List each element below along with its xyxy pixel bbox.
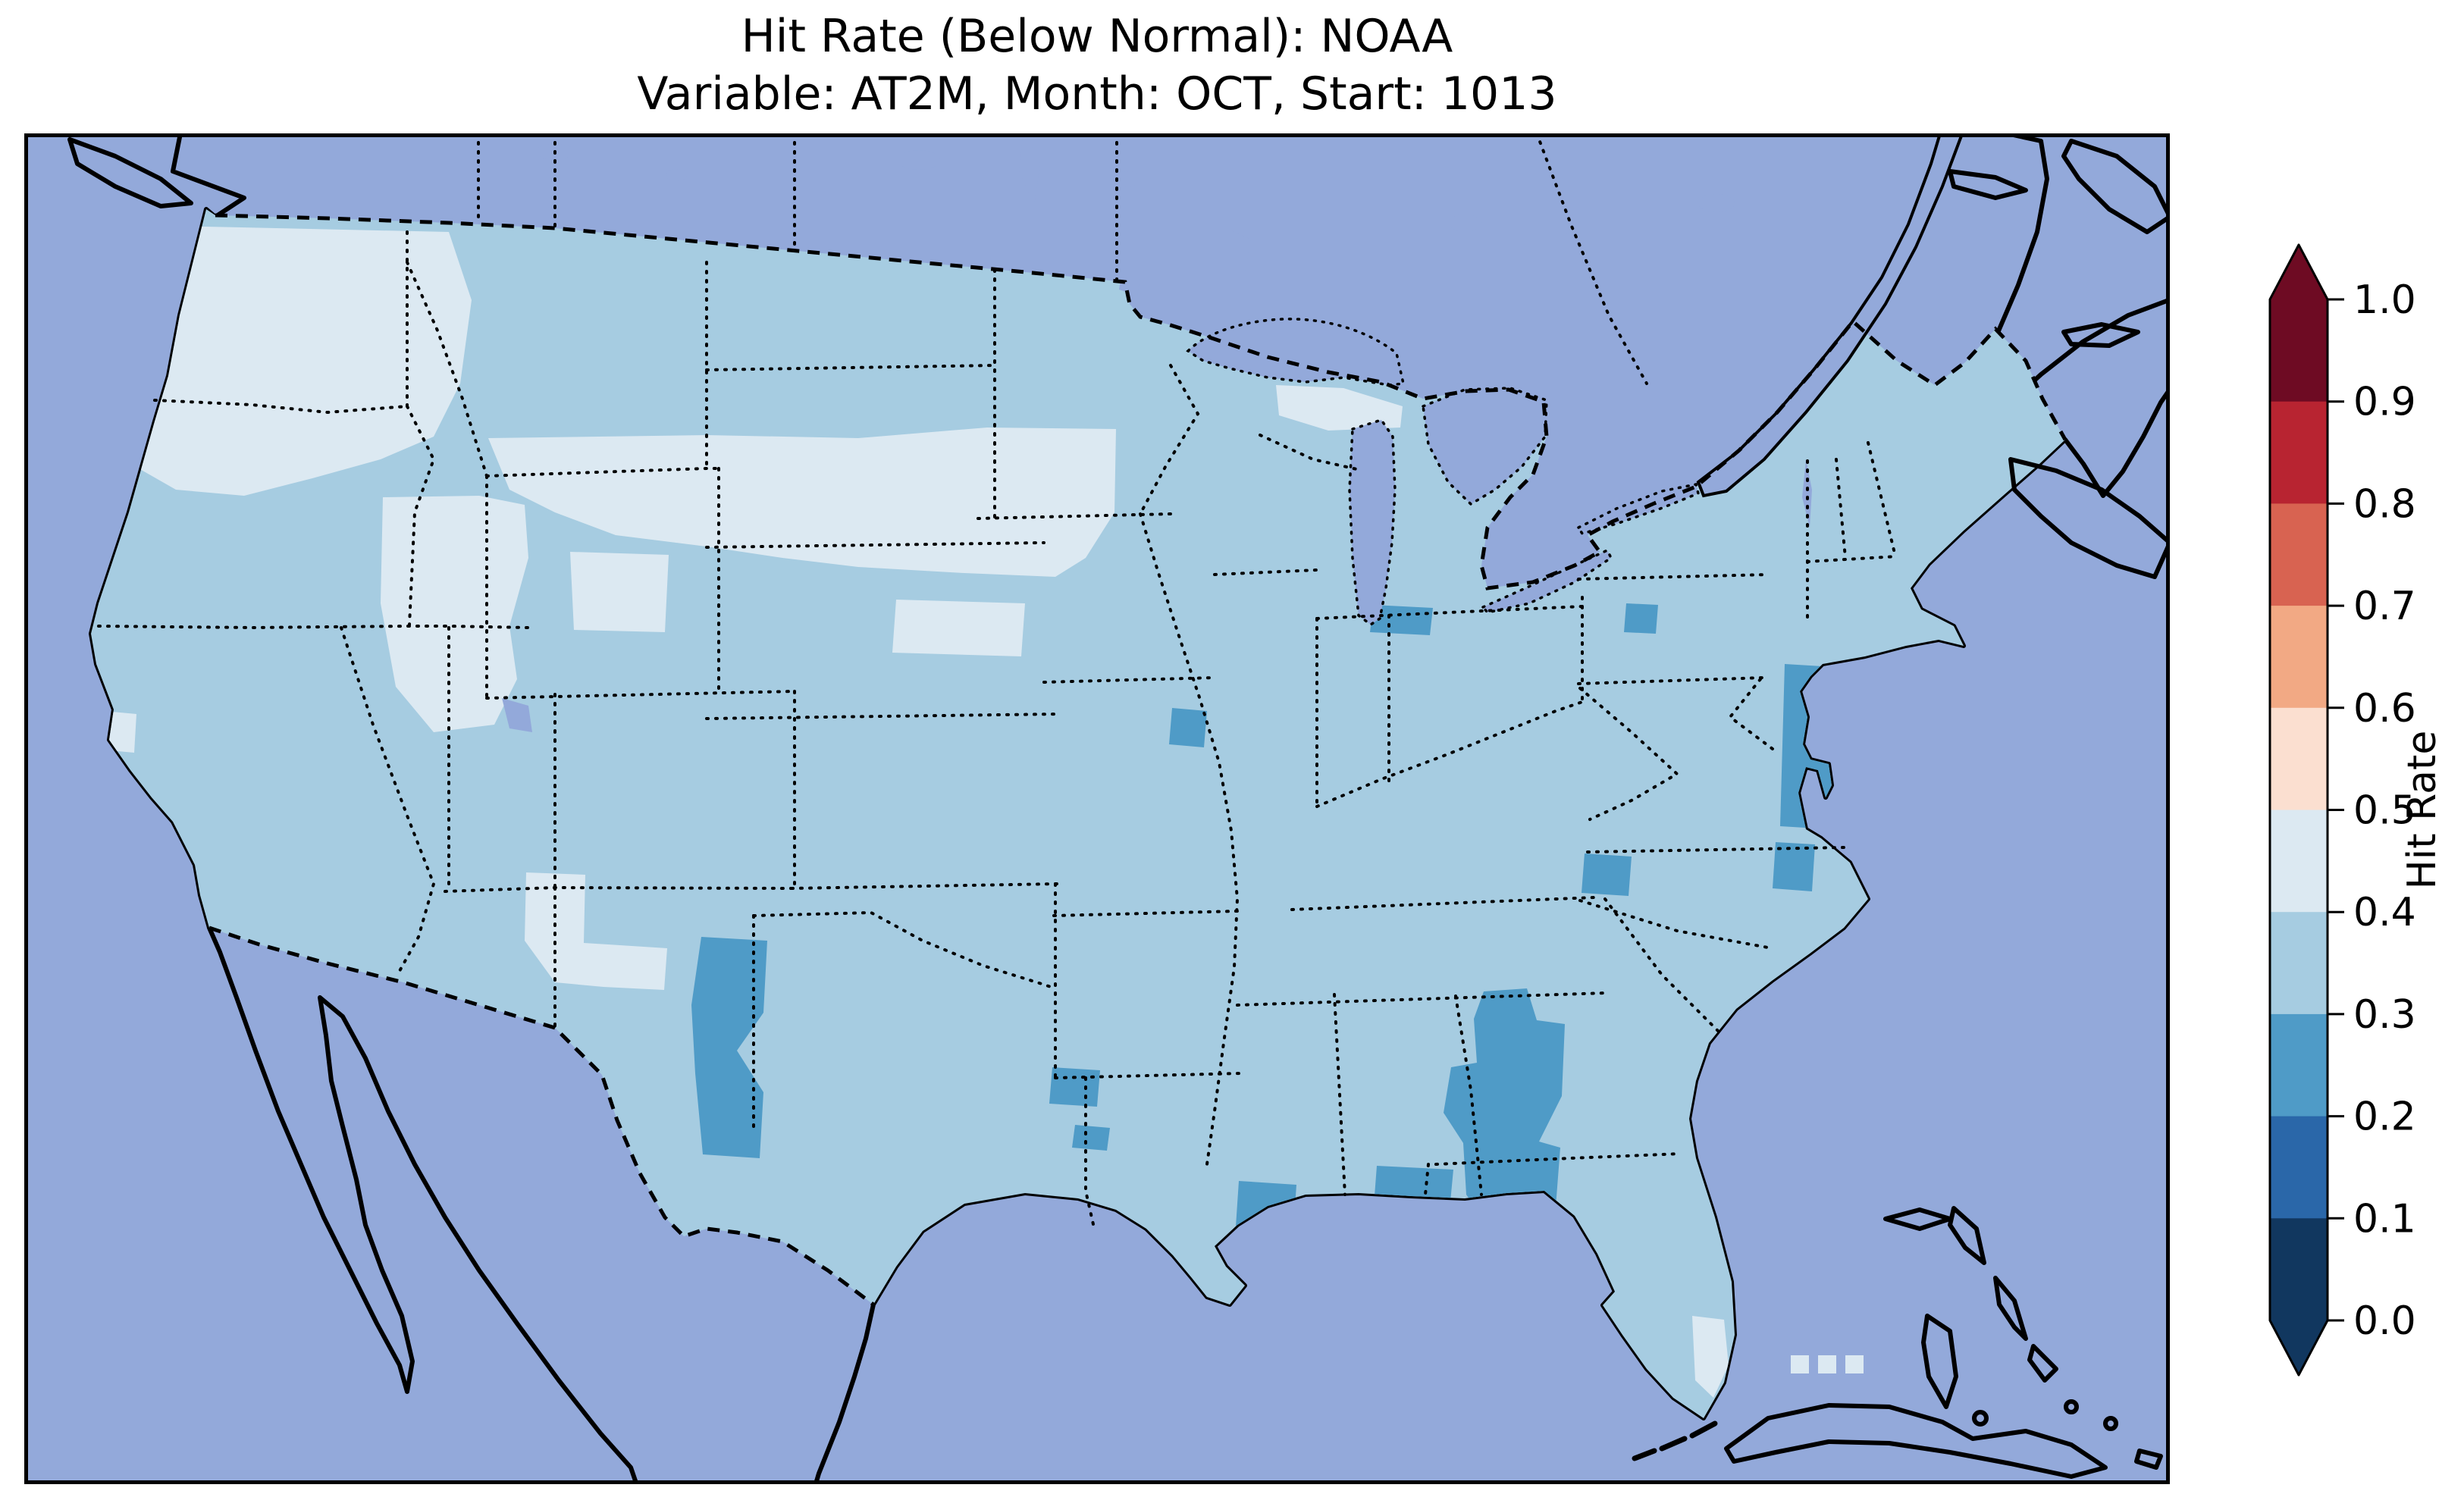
offshore-cell [1791, 1355, 1809, 1373]
dark-patch-carolinas-border [1582, 853, 1632, 896]
abaco [1948, 1206, 1986, 1265]
light-patch-wyoming-dakotas-nebraska [488, 428, 1116, 577]
offshore-cell [1845, 1355, 1864, 1373]
light-patch-wisconsin-upper-michigan [1276, 385, 1403, 431]
colorbar-segment-0.6-0.7 [2270, 606, 2328, 709]
colorbar-segment-0.8-0.9 [2270, 401, 2328, 505]
colorbar-arrow-up [2270, 245, 2328, 299]
light-patch-pacific-northwest [99, 224, 472, 496]
lake-champlain [1802, 459, 1812, 528]
small-lake [666, 169, 687, 181]
bahama-cay [2064, 1399, 2079, 1414]
bahama-cay [1972, 1410, 1989, 1427]
colorbar-segment-0.3-0.4 [2270, 912, 2328, 1015]
colorbar-tick-label: 0.3 [2353, 992, 2416, 1038]
bahama-cay [2103, 1416, 2118, 1431]
bahama-cay [2134, 1449, 2163, 1470]
islands [67, 137, 2170, 1479]
colorbar-axis-label: Hit Rate [2400, 731, 2445, 890]
cuba [1724, 1403, 2108, 1479]
anticosti-island [1948, 169, 2028, 200]
map-frame [24, 133, 2170, 1484]
map-canvas [24, 133, 2170, 1484]
dark-patch-west-texas [691, 937, 767, 1158]
hit-rate-cells-light [99, 224, 1729, 1398]
colorbar-segment-0.0-0.1 [2270, 1218, 2328, 1321]
colorbar-tick-label: 0.7 [2353, 584, 2416, 629]
small-lake [1114, 171, 1141, 186]
lake-winnipeg [1019, 133, 1040, 205]
colorbar-segment-0.7-0.8 [2270, 503, 2328, 607]
cat-island [2027, 1344, 2058, 1383]
us-mexico-border [208, 926, 875, 1306]
colorbar-tick-label: 1.0 [2353, 277, 2416, 323]
light-patch-south-florida [1692, 1316, 1729, 1398]
us-canada-border [215, 213, 2067, 590]
colorbar-tick-label: 0.0 [2353, 1298, 2416, 1344]
title-line-2: Variable: AT2M, Month: OCT, Start: 1013 [637, 67, 1557, 121]
colorbar-tick-label: 0.2 [2353, 1095, 2416, 1140]
vancouver-island [67, 137, 193, 208]
colorbar-tick-label: 0.9 [2353, 380, 2416, 425]
dark-patch-western-missouri [1169, 708, 1207, 747]
offshore-cell [1818, 1355, 1836, 1373]
small-lake [898, 150, 940, 170]
colorbar-tick-label: 0.1 [2353, 1196, 2416, 1242]
st-lawrence-river [1696, 133, 1964, 498]
colorbar-tick-label: 0.6 [2353, 686, 2416, 731]
offshore-data-cells [1791, 1355, 1864, 1373]
light-patch-great-basin [381, 496, 528, 732]
florida-keys [1632, 1420, 1718, 1461]
small-lake [1698, 194, 1735, 212]
small-lake [1227, 230, 1251, 274]
hit-rate-cells-dark [691, 603, 1835, 1242]
dark-patch-northeast-texas [1049, 1067, 1100, 1107]
newfoundland [2061, 139, 2170, 234]
dark-patch-georgia [1444, 988, 1565, 1232]
colorbar-arrow-down [2270, 1320, 2328, 1375]
light-patch-new-mexico-arizona [525, 872, 667, 990]
great-lakes [502, 133, 1964, 732]
colorbar-segment-0.4-0.5 [2270, 810, 2328, 913]
small-lake [1448, 215, 1481, 231]
prince-edward-island [2061, 322, 2140, 348]
lake-michigan [1348, 418, 1397, 627]
dark-patch-coastal-north-carolina [1773, 842, 1815, 891]
colorbar-segment-0.9-1.0 [2270, 299, 2328, 402]
state-borders [97, 133, 1898, 1232]
chart-title: Hit Rate (Below Normal): NOAA Variable: … [24, 8, 2170, 123]
lake-of-the-woods [1119, 270, 1140, 296]
dark-patch-ohio-pennsylvania [1624, 603, 1658, 634]
light-patch-kansas [892, 600, 1025, 656]
title-line-1: Hit Rate (Below Normal): NOAA [741, 10, 1453, 63]
eleuthera [1993, 1276, 2028, 1341]
light-patch-west-colorado [570, 552, 669, 632]
colorbar-tick-label: 0.4 [2353, 890, 2416, 935]
nova-scotia [2008, 457, 2170, 579]
andros [1921, 1314, 1958, 1409]
dark-patch-east-texas [1072, 1125, 1110, 1151]
colorbar-tick-label: 0.8 [2353, 481, 2416, 527]
great-salt-lake [502, 698, 532, 732]
colorbar-segment-0.2-0.3 [2270, 1013, 2328, 1117]
country-borders [208, 213, 2067, 1306]
colorbar: 1.0 0.9 0.8 0.7 0.6 0.5 0.4 0.3 0.2 0.1 0.0 Hit Rat… [2268, 243, 2445, 1377]
colorbar-tick-label: 0.5 [2353, 788, 2416, 834]
colorbar-segment-0.5-0.6 [2270, 707, 2328, 811]
colorbar-segment-0.1-0.2 [2270, 1116, 2328, 1220]
